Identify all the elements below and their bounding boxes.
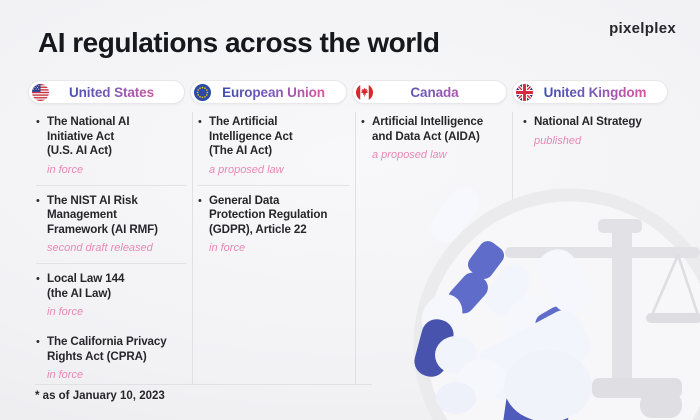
regulation-status: in force <box>209 242 246 254</box>
regulation-item: • The NIST AI Risk Management Framework (… <box>36 186 186 264</box>
regulation-item: • Local Law 144 (the AI Law) in force <box>36 264 186 327</box>
regulation-item: • The California Privacy Rights Act (CPRA… <box>36 327 186 390</box>
regulation-item: • The National AI Initiative Act (U.S. AI… <box>36 112 186 186</box>
country-pill-canada: Canada <box>352 80 507 104</box>
regulation-status: a proposed law <box>209 163 284 176</box>
column-european-union: • The Artificial Intelligence Act (The AI… <box>198 112 350 263</box>
bullet-icon: • <box>361 116 365 128</box>
country-pill-united-kingdom: United Kingdom <box>512 80 668 104</box>
regulation-status: in force <box>47 306 84 318</box>
regulation-item: • General Data Protection Regulation (GDP… <box>198 186 350 264</box>
regulation-status: in force <box>47 163 84 176</box>
bullet-icon: • <box>198 116 202 128</box>
regulation-title: The Artificial Intelligence Act (The AI … <box>209 115 293 157</box>
regulation-item: • National AI Strategy published <box>523 112 665 156</box>
country-label: Canada <box>373 85 496 100</box>
regulation-status: published <box>534 134 582 147</box>
canada-flag-icon <box>356 83 373 101</box>
regulation-status: second draft released <box>47 242 153 254</box>
footnote: * as of January 10, 2023 <box>35 390 165 402</box>
bullet-icon: • <box>36 194 40 207</box>
country-pill-european-union: European Union <box>190 80 347 104</box>
column-canada: • Artificial Intelligence and Data Act (A… <box>361 112 507 170</box>
bullet-icon: • <box>36 116 40 128</box>
regulation-title: The National AI Initiative Act (U.S. AI … <box>47 115 130 157</box>
regulation-title: Local Law 144 (the AI Law) <box>47 272 125 300</box>
regulation-item: • The Artificial Intelligence Act (The AI… <box>198 112 350 186</box>
robot-hand-icon <box>414 187 592 420</box>
eu-flag-icon <box>194 83 211 101</box>
column-divider <box>192 112 193 384</box>
page-title: AI regulations across the world <box>38 27 440 58</box>
country-label: European Union <box>211 85 336 100</box>
uk-flag-icon <box>516 83 533 101</box>
column-divider <box>355 112 356 384</box>
column-united-kingdom: • National AI Strategy published <box>523 112 665 156</box>
footnote-divider <box>35 384 372 385</box>
column-divider <box>512 112 513 204</box>
regulation-status: in force <box>47 369 84 381</box>
country-label: United Kingdom <box>533 85 657 100</box>
regulation-title: The NIST AI Risk Management Framework (A… <box>47 193 158 236</box>
regulation-title: National AI Strategy <box>534 115 642 128</box>
regulation-title: Artificial Intelligence and Data Act (AI… <box>372 115 484 143</box>
regulation-item: • Artificial Intelligence and Data Act (A… <box>361 112 507 170</box>
regulation-title: The California Privacy Rights Act (CPRA) <box>47 335 167 363</box>
column-united-states: • The National AI Initiative Act (U.S. AI… <box>36 112 186 390</box>
bullet-icon: • <box>36 273 40 285</box>
regulation-title: General Data Protection Regulation (GDPR… <box>209 193 328 236</box>
country-label: United States <box>49 85 174 100</box>
pixelplex-logo: pixelplex <box>609 20 676 37</box>
bullet-icon: • <box>523 116 527 128</box>
regulation-status: a proposed law <box>372 149 447 161</box>
us-flag-icon <box>32 83 49 101</box>
bullet-icon: • <box>36 336 40 348</box>
country-pill-united-states: United States <box>28 80 185 104</box>
robot-hand-illustration <box>413 187 700 420</box>
bullet-icon: • <box>198 194 202 207</box>
